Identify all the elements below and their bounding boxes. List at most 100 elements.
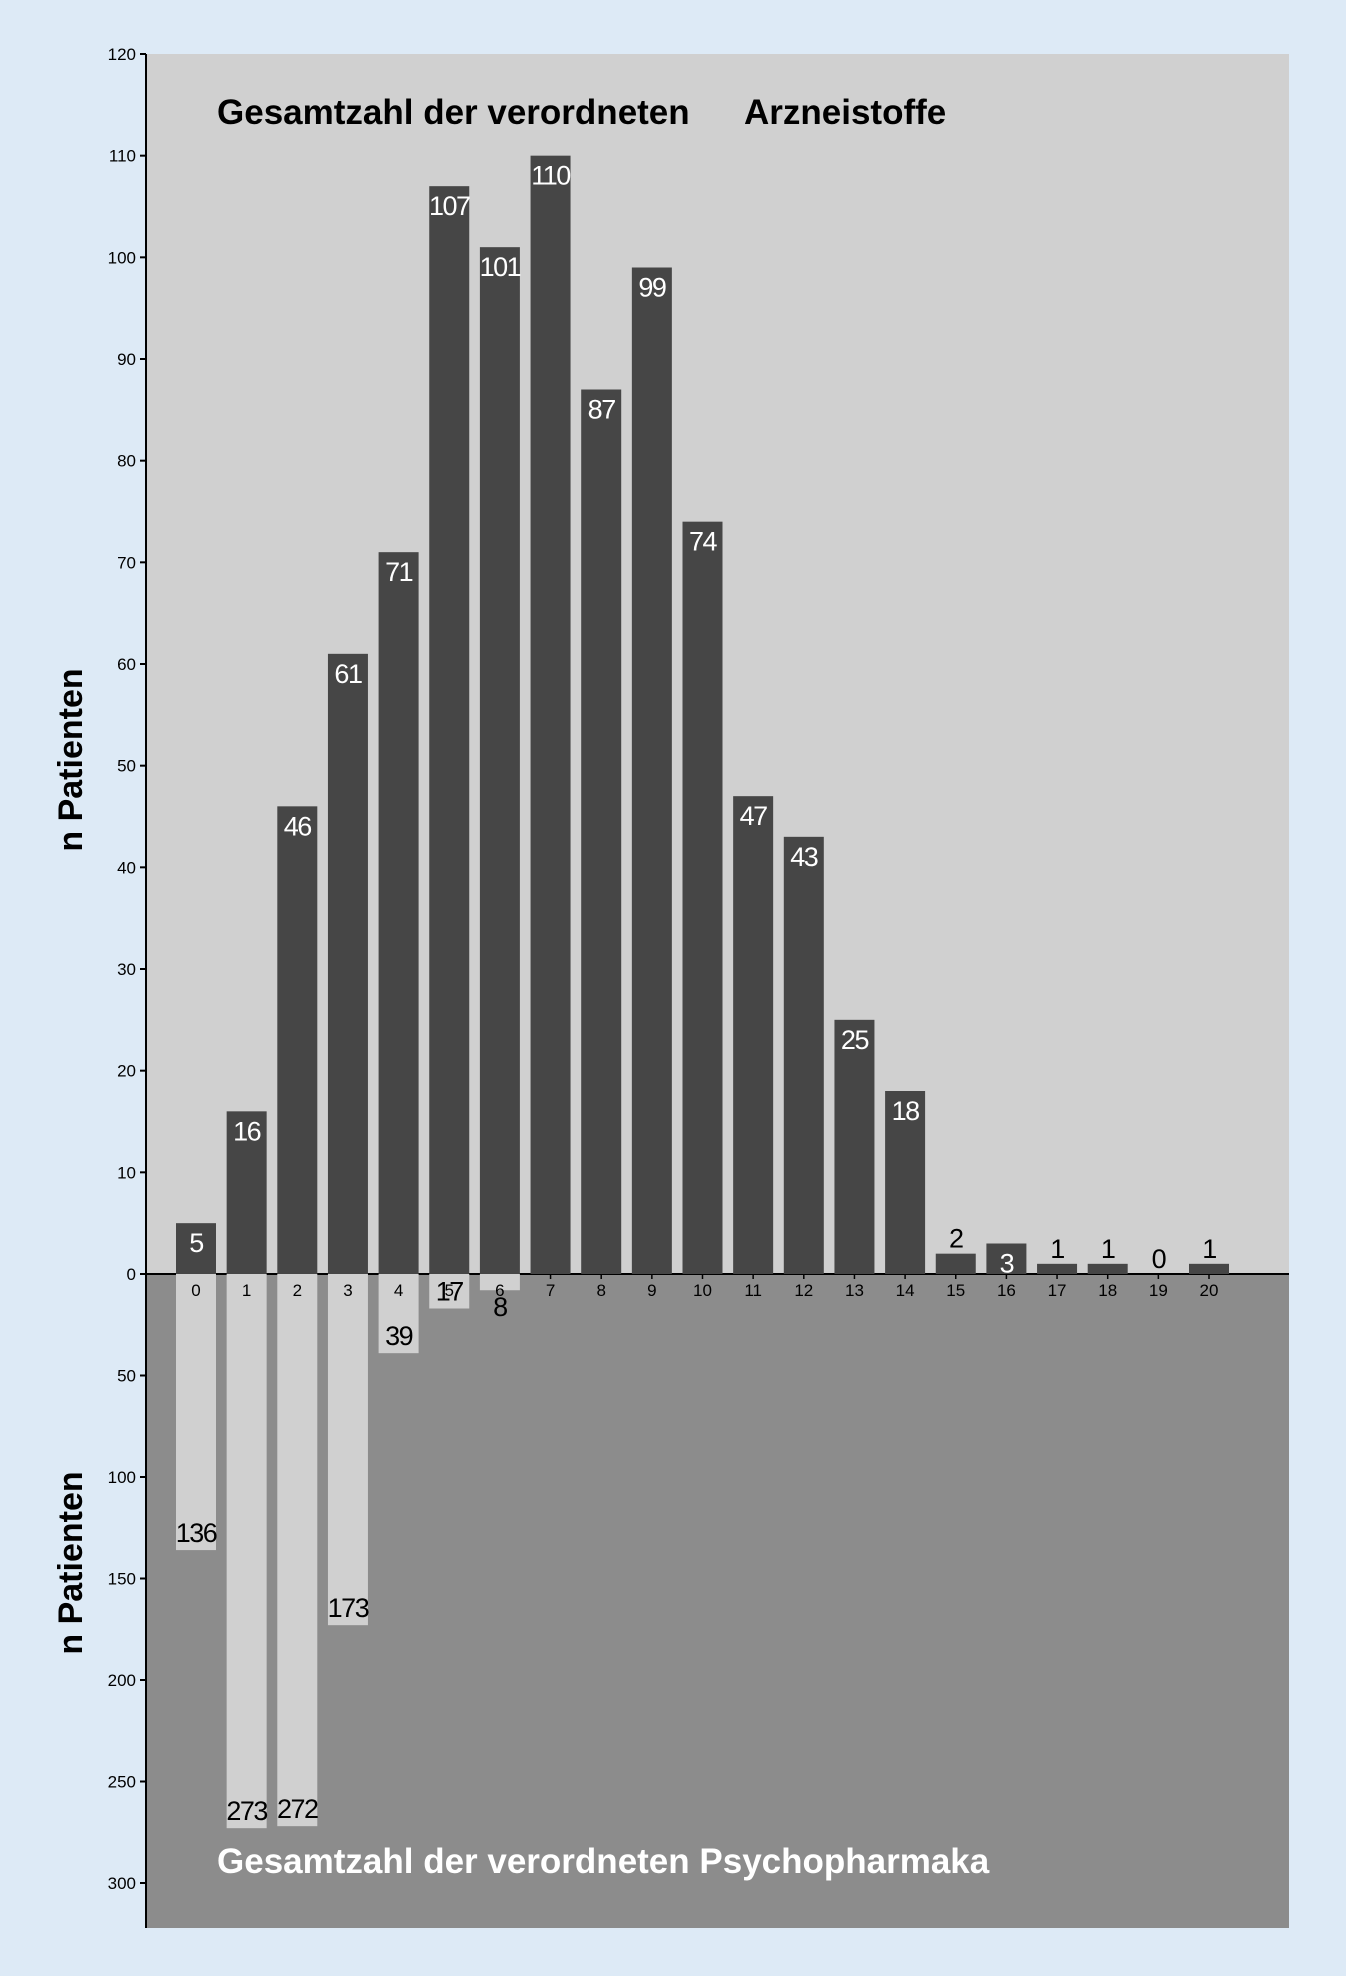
x-tick-label: 10 [693,1281,712,1300]
y-tick-label-top: 20 [117,1062,136,1081]
x-tick-label: 2 [293,1281,302,1300]
y-tick-label-top: 90 [117,350,136,369]
bar-top [581,389,622,1274]
bar-top [226,1111,267,1274]
x-tick-label: 8 [596,1281,605,1300]
bar-top [479,247,520,1275]
y-tick-label-bottom: 250 [108,1773,136,1792]
bar-top [986,1243,1027,1274]
bar-top-value-label: 99 [638,273,666,303]
x-tick-label: 14 [896,1281,915,1300]
bar-top [429,186,470,1275]
bar-top [783,836,824,1274]
bar-top [935,1253,976,1274]
x-tick-label: 3 [343,1281,352,1300]
bar-top [176,1223,216,1274]
top-title-part1: Gesamtzahl der verordneten [217,93,690,132]
bar-top-value-label: 18 [892,1096,920,1126]
bar-top-value-label: 74 [689,527,718,557]
bar-top-value-label: 61 [334,659,362,689]
bar-top-value-label: 3 [1000,1249,1014,1279]
bar-bottom-value-label: 173 [328,1593,369,1623]
y-tick-label-top: 10 [117,1163,136,1182]
bar-top-value-label: 0 [1152,1244,1166,1274]
x-tick-label: 11 [744,1281,762,1300]
bar-bottom [378,1274,419,1354]
bar-top [733,796,774,1274]
y-tick-label-top: 110 [109,147,136,166]
bar-top-value-label: 25 [841,1025,869,1055]
x-tick-label: 1 [242,1281,251,1300]
bar-top [277,806,318,1274]
bottom-y-axis-label: n Patienten [52,1471,90,1654]
bar-bottom-value-label: 39 [385,1321,413,1351]
x-tick-label: 6 [495,1281,504,1300]
y-tick-label-top: 30 [117,960,136,979]
bar-top-value-label: 71 [385,557,413,587]
y-tick-label-top: 120 [108,45,136,64]
bar-top-value-label: 107 [429,191,470,221]
top-chart-title: Gesamtzahl der verordneten Arzneistoffe [217,93,946,132]
y-tick-label-top: 100 [108,248,136,267]
x-tick-label: 12 [794,1281,813,1300]
bar-bottom-value-label: 8 [493,1292,507,1322]
y-tick-label-top: 50 [117,757,136,776]
bar-top [530,155,571,1275]
y-tick-label-top: 0 [127,1265,136,1284]
bar-bottom [429,1274,470,1309]
bar-bottom [176,1274,216,1551]
bar-top [378,552,419,1274]
bar-bottom [327,1274,368,1626]
x-tick-label: 17 [1048,1281,1067,1300]
bar-top-value-label: 87 [588,395,616,425]
y-tick-label-top: 70 [117,553,136,572]
bar-bottom [479,1274,520,1291]
bottom-plot-area [147,1274,1289,1928]
bar-top [834,1019,875,1274]
y-tick-label-top: 80 [117,452,136,471]
x-tick-label: 18 [1098,1281,1117,1300]
x-tick-label: 5 [445,1281,454,1300]
y-tick-label-top: 60 [117,655,136,674]
bar-top-value-label: 1 [1050,1234,1064,1264]
bar-top [682,521,723,1274]
bar-top [1037,1263,1078,1274]
y-tick-label-bottom: 100 [108,1468,136,1487]
bar-top [1087,1263,1128,1274]
top-title-part2: Arzneistoffe [744,93,946,132]
x-tick-label: 9 [647,1281,656,1300]
x-tick-label: 7 [546,1281,555,1300]
bar-top [885,1091,926,1274]
y-tick-label-top: 40 [117,858,136,877]
y-tick-label-bottom: 300 [108,1874,136,1893]
bar-bottom [277,1274,318,1827]
x-tick-label: 20 [1200,1281,1219,1300]
top-y-axis-label: n Patienten [52,668,90,851]
bar-top-value-label: 47 [740,801,768,831]
x-tick-label: 0 [191,1281,200,1300]
bar-top-value-label: 5 [189,1228,203,1258]
bar-top-value-label: 101 [480,252,521,282]
y-tick-label-bottom: 200 [108,1671,136,1690]
x-tick-label: 19 [1149,1281,1168,1300]
y-tick-label-bottom: 150 [108,1570,136,1589]
x-tick-label: 13 [845,1281,864,1300]
bar-top-value-label: 1 [1101,1234,1115,1264]
bar-top-value-label: 2 [949,1224,963,1254]
bar-top [327,653,368,1274]
bar-top-value-label: 1 [1202,1234,1216,1264]
bar-top [1189,1263,1229,1274]
bar-top-value-label: 43 [790,842,818,872]
x-tick-label: 16 [997,1281,1016,1300]
bottom-chart-title: Gesamtzahl der verordneten Psychopharmak… [217,1842,990,1881]
x-tick-label: 4 [394,1281,403,1300]
bar-bottom-value-label: 273 [226,1796,267,1826]
bar-bottom [226,1274,267,1829]
bar-top-value-label: 16 [233,1116,261,1146]
y-tick-label-bottom: 50 [117,1367,136,1386]
x-tick-label: 15 [946,1281,965,1300]
bar-bottom-value-label: 136 [176,1518,217,1548]
bar-top [631,267,672,1274]
bar-bottom-value-label: 17 [436,1277,464,1307]
